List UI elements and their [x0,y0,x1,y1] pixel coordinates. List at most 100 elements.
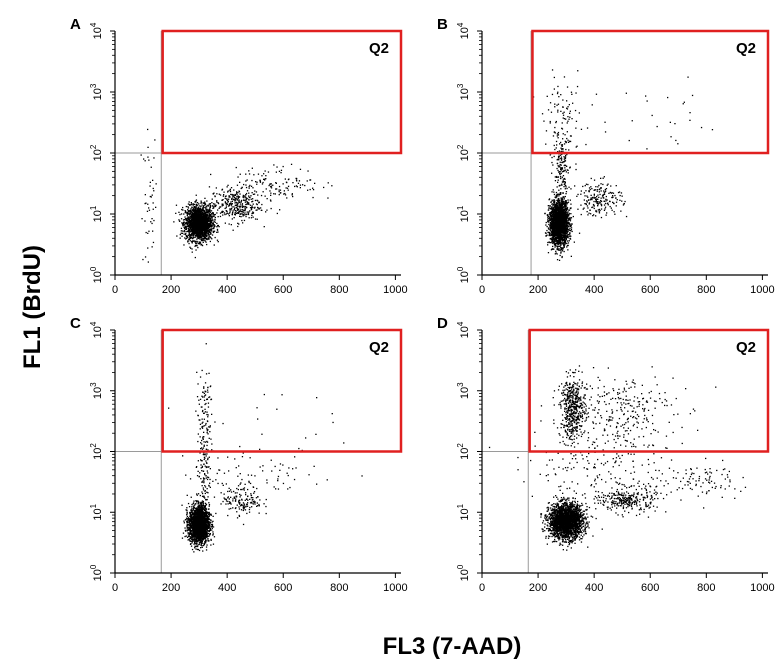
data-point [563,186,565,188]
data-point [245,180,247,182]
data-point [192,227,194,229]
data-point [554,196,556,198]
data-point [252,206,254,209]
data-point [241,203,244,205]
data-point [236,195,238,198]
data-point [208,231,210,234]
data-point [217,202,219,204]
data-point [211,230,213,232]
data-point [550,249,553,251]
data-point [217,225,219,227]
data-point [210,224,212,226]
data-point [184,237,186,239]
data-point [206,209,209,211]
data-point [570,224,572,226]
data-point [175,204,178,206]
data-point [570,223,572,225]
data-point [549,225,551,227]
data-point [562,243,564,245]
data-point [562,248,564,250]
data-point [187,213,190,215]
data-point [190,208,192,210]
data-point [191,215,193,217]
data-point [209,225,211,227]
data-point [197,223,199,225]
data-point [188,222,191,224]
data-point [568,212,570,214]
data-point [551,156,553,159]
data-point [557,249,560,251]
y-tick-label: 100 [89,266,104,283]
data-point [191,241,193,243]
data-point [553,223,555,226]
data-point [549,220,551,222]
data-point [551,203,553,205]
data-point [190,225,192,227]
data-point [188,219,190,221]
data-point [550,225,552,227]
data-point [556,246,559,248]
data-point [198,221,200,223]
data-point [567,237,569,239]
data-point [194,225,196,227]
data-point [204,240,206,242]
data-point [232,229,234,231]
data-point [187,210,190,212]
data-point [559,219,561,221]
data-point [227,201,229,203]
data-point [188,238,190,240]
data-point [187,241,189,243]
data-point [231,206,233,208]
data-point [191,218,193,220]
data-point [258,208,260,210]
data-point [189,238,191,240]
data-point [570,229,573,231]
data-point [563,203,565,205]
data-point [154,139,156,141]
data-point [191,203,193,205]
x-tick-label: 400 [218,284,236,296]
data-point [183,224,185,226]
data-point [265,211,267,213]
data-point [299,168,302,170]
data-point [551,217,553,219]
data-point [183,244,185,246]
data-point [546,234,548,236]
data-point [552,219,554,221]
data-point [195,241,197,243]
data-point [565,191,568,193]
data-point [195,200,197,202]
data-point [251,179,253,182]
data-point [559,207,561,209]
y-tick-base: 10 [92,149,104,161]
scatter-points [140,128,333,263]
data-point [564,160,566,162]
data-point [208,228,210,230]
data-point [307,170,309,172]
data-point [209,221,211,223]
data-point [559,157,561,160]
data-point [564,230,566,232]
data-point [207,224,209,226]
data-point [242,205,244,207]
data-point [194,256,196,259]
data-point [279,189,282,191]
data-point [555,237,558,240]
data-point [557,229,559,232]
data-point [563,232,565,234]
data-point [228,196,230,198]
data-point [233,206,235,208]
data-point [566,244,569,247]
data-point [561,256,563,259]
data-point [204,232,206,234]
data-point [565,208,567,210]
data-point [298,180,301,182]
data-point [548,198,551,200]
data-point [545,224,547,226]
data-point [548,232,551,234]
data-point [235,198,237,200]
data-point [567,216,569,218]
data-point [239,193,241,195]
data-point [567,169,569,171]
data-point [549,214,552,216]
